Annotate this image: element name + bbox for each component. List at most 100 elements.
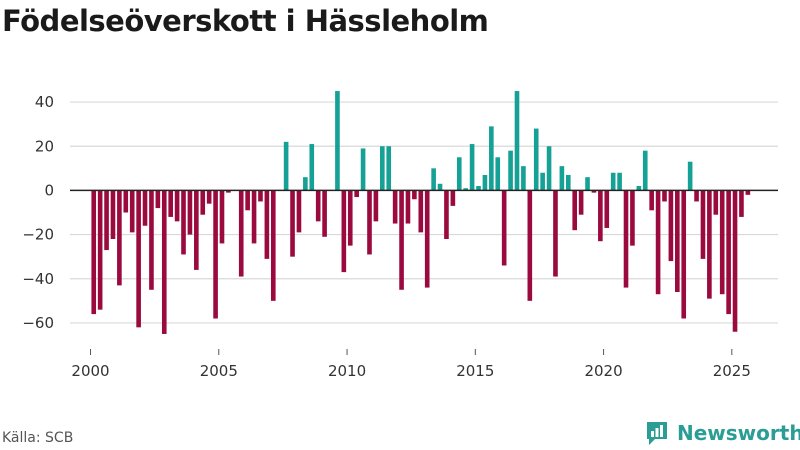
bar <box>226 190 231 193</box>
bar <box>270 190 276 301</box>
bar <box>713 190 719 215</box>
chart-title: Födelseöverskott i Hässleholm <box>2 4 489 38</box>
bar <box>97 190 103 310</box>
bar <box>399 190 404 290</box>
bar <box>681 190 687 319</box>
bar <box>694 190 699 202</box>
bar <box>623 190 629 288</box>
bar <box>258 190 263 202</box>
bar <box>508 150 513 191</box>
bar <box>668 190 674 262</box>
bar <box>533 128 539 191</box>
bar <box>367 190 372 255</box>
bar <box>642 150 648 191</box>
bar <box>194 190 199 270</box>
bar <box>213 190 218 319</box>
bar <box>200 190 206 215</box>
bar <box>456 157 462 191</box>
bar <box>129 190 135 233</box>
bar <box>335 91 340 191</box>
bar <box>91 190 97 315</box>
bar <box>405 190 411 224</box>
bar <box>585 177 590 191</box>
bar <box>437 183 443 191</box>
x-tick-label: 2005 <box>200 362 238 380</box>
bar <box>219 190 225 244</box>
bar <box>565 174 571 191</box>
bar <box>418 190 424 233</box>
bar <box>687 161 693 191</box>
bar <box>142 190 148 226</box>
bar <box>283 141 289 191</box>
bar <box>636 186 642 191</box>
bar <box>347 190 353 246</box>
x-tick-label: 2020 <box>584 362 622 380</box>
bar <box>264 190 270 259</box>
bar <box>251 190 257 244</box>
bar <box>546 146 552 191</box>
bar <box>245 190 250 211</box>
bar <box>373 190 379 222</box>
bar <box>117 190 122 286</box>
bar <box>149 190 154 290</box>
bar <box>630 190 635 246</box>
x-tick-label: 2000 <box>71 362 109 380</box>
bar <box>719 190 725 295</box>
bar <box>174 190 180 222</box>
bar <box>431 168 436 191</box>
bar <box>726 190 731 315</box>
source-label: Källa: SCB <box>2 430 74 446</box>
y-tick-label: 40 <box>35 93 54 111</box>
bar <box>290 190 295 257</box>
bar <box>354 190 359 198</box>
bar <box>540 172 545 191</box>
bar <box>553 190 558 277</box>
bar <box>380 146 385 191</box>
bar <box>386 146 392 191</box>
bar <box>604 190 610 228</box>
bar <box>469 144 475 191</box>
bar <box>463 188 468 191</box>
bar <box>450 190 456 206</box>
bar <box>578 190 584 215</box>
bar <box>489 126 494 191</box>
bar <box>155 190 161 209</box>
bar <box>303 177 308 191</box>
bar <box>732 190 738 332</box>
bar <box>527 190 533 301</box>
bar <box>424 190 430 288</box>
x-axis-ticks: 2000 2005 2010 2015 2020 2025 <box>71 349 751 380</box>
bar <box>412 190 417 200</box>
bar <box>675 190 680 292</box>
bar <box>187 190 193 235</box>
bar <box>559 166 565 191</box>
bar <box>482 174 488 191</box>
bar <box>662 190 667 202</box>
bar <box>123 190 129 213</box>
bar <box>136 190 141 328</box>
bar <box>296 190 302 233</box>
bar <box>598 190 603 242</box>
bar <box>110 190 116 239</box>
bar <box>707 190 712 299</box>
bar <box>322 190 327 237</box>
x-tick-label: 2010 <box>328 362 366 380</box>
bar <box>514 91 520 191</box>
bar <box>572 190 578 231</box>
bar <box>495 157 501 191</box>
bar <box>206 190 212 204</box>
bar <box>161 190 167 334</box>
bar <box>745 190 751 195</box>
brand-logo: Newsworthy <box>645 420 800 446</box>
bar <box>392 190 398 224</box>
bar <box>655 190 661 295</box>
y-tick-label: 20 <box>35 137 54 155</box>
y-tick-label: −20 <box>22 226 54 244</box>
bar <box>315 190 321 222</box>
bar <box>476 186 481 191</box>
bar <box>444 190 449 239</box>
y-tick-label: 0 <box>44 181 54 199</box>
x-tick-label: 2025 <box>713 362 751 380</box>
bar <box>309 144 315 191</box>
